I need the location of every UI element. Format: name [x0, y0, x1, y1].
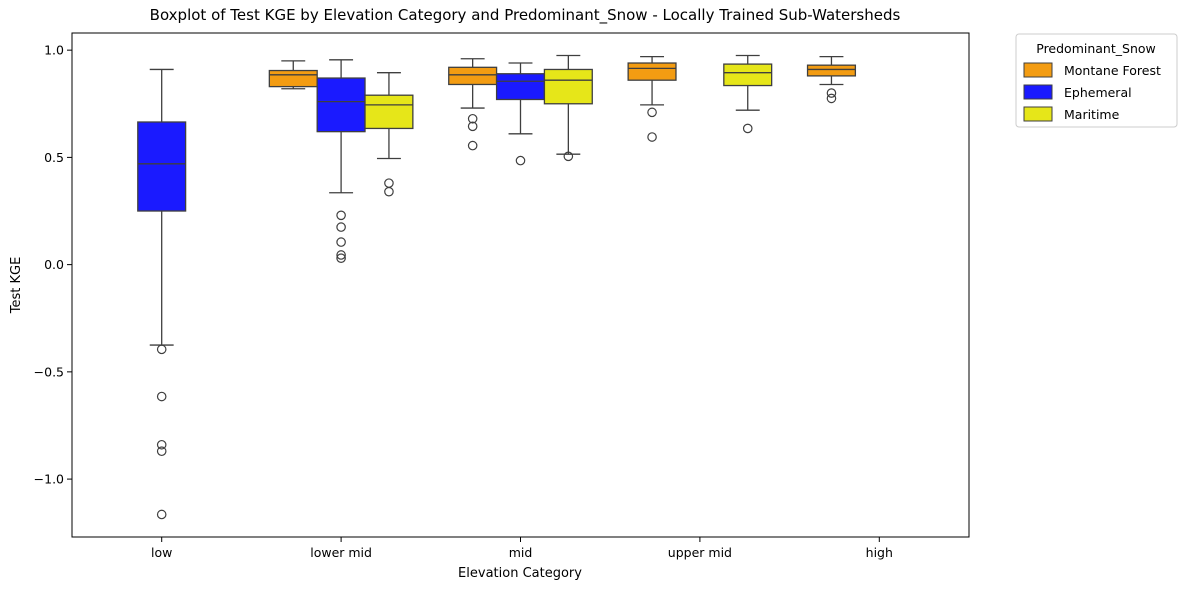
iqr-box: [137, 121, 187, 212]
y-tick-label: 0.5: [44, 150, 64, 165]
legend-item: Maritime: [1023, 106, 1120, 122]
box-0-1: [137, 68, 187, 520]
iqr-box: [316, 77, 366, 133]
outlier-point: [156, 391, 167, 402]
legend-item: Montane Forest: [1023, 62, 1161, 78]
outlier-point: [336, 222, 346, 232]
outlier-point: [467, 140, 478, 151]
outlier-point: [826, 93, 837, 104]
x-tick-label: upper mid: [668, 545, 732, 560]
legend-items: Montane Forest Ephemeral Maritime: [1023, 62, 1161, 122]
legend-label: Maritime: [1064, 107, 1120, 122]
legend-frame: [1015, 33, 1178, 128]
legend-swatch: [1023, 84, 1053, 100]
outlier-point: [647, 132, 657, 142]
box-2-2: [543, 54, 593, 162]
legend-label: Montane Forest: [1064, 63, 1161, 78]
x-tick-label: mid: [509, 545, 533, 560]
outlier-point: [515, 155, 526, 166]
outlier-point: [156, 446, 167, 457]
chart-title: Boxplot of Test KGE by Elevation Categor…: [150, 6, 901, 25]
outlier-point: [563, 151, 574, 162]
iqr-box: [627, 62, 677, 81]
legend-swatch: [1023, 62, 1053, 78]
box-4-0: [806, 55, 857, 104]
iqr-box: [495, 73, 546, 101]
outlier-point: [826, 88, 837, 98]
x-axis: low lower mid mid upper mid high: [151, 537, 893, 560]
outlier-point: [156, 509, 167, 520]
outlier-point: [336, 210, 346, 221]
outlier-point: [467, 121, 478, 132]
legend-label: Ephemeral: [1064, 85, 1132, 100]
y-tick-label: 0.0: [44, 257, 64, 272]
legend-title: Predominant_Snow: [1036, 41, 1156, 56]
box-2-0: [448, 58, 498, 151]
legend-item: Ephemeral: [1023, 84, 1132, 100]
box-3-2: [723, 54, 773, 134]
y-tick-label: 1.0: [44, 43, 64, 58]
box-1-2: [364, 72, 414, 197]
legend-swatch: [1023, 106, 1053, 122]
y-tick-label: −0.5: [34, 364, 64, 379]
box-1-1: [316, 59, 366, 263]
x-axis-label: Elevation Category: [458, 566, 582, 581]
outlier-point: [156, 344, 167, 355]
iqr-box: [364, 94, 414, 130]
outlier-point: [742, 123, 753, 134]
outlier-point: [336, 250, 346, 260]
iqr-box: [268, 69, 318, 88]
x-tick-label: lower mid: [310, 545, 372, 560]
iqr-box: [806, 64, 857, 77]
outlier-point: [156, 439, 167, 450]
x-tick-label: low: [151, 545, 172, 560]
iqr-box: [448, 66, 498, 86]
box-2-1: [495, 62, 546, 166]
y-tick-label: −1.0: [34, 472, 64, 487]
outlier-point: [647, 107, 657, 118]
box-3-0: [627, 55, 677, 142]
y-axis-label: Test KGE: [9, 257, 24, 315]
outlier-point: [336, 253, 346, 263]
x-tick-label: high: [866, 545, 893, 560]
legend: Predominant_Snow Montane Forest Ephemeral…: [1015, 33, 1178, 128]
outlier-point: [336, 237, 346, 247]
iqr-box: [543, 68, 593, 105]
boxes-layer: [137, 54, 857, 520]
outlier-point: [467, 113, 478, 124]
y-axis: 1.0 0.5 0.0 −0.5 −1.0: [34, 43, 72, 487]
iqr-box: [723, 63, 773, 87]
box-1-0: [268, 60, 318, 90]
outlier-point: [384, 186, 394, 197]
